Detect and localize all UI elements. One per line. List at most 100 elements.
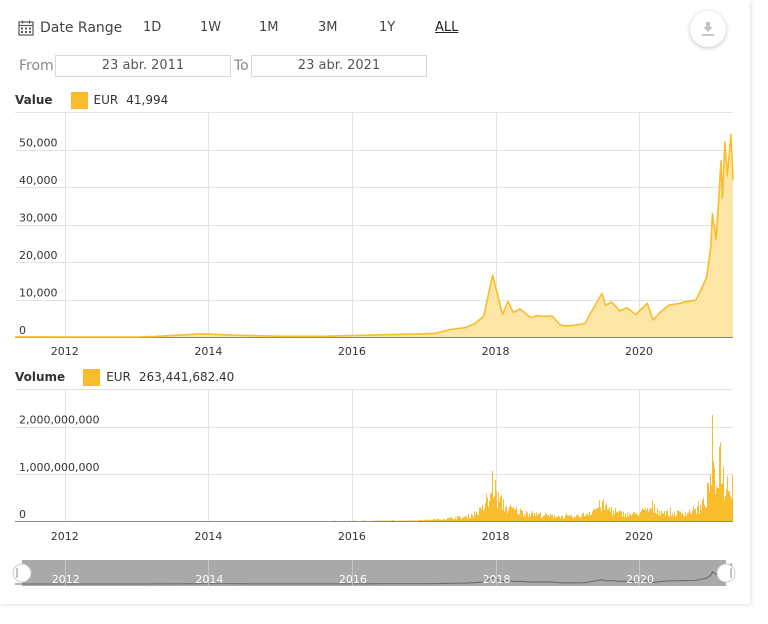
volume-y-tick-label: 1,000,000,000 [19,461,99,474]
volume-bar [639,513,640,521]
volume-bar [454,519,455,521]
volume-bar [406,520,407,521]
range-1d-button[interactable]: 1D [143,20,162,35]
volume-bar [503,499,504,521]
volume-bar [596,508,597,521]
volume-x-tick-label: 2012 [51,530,79,543]
volume-bar [551,514,552,521]
volume-bar [482,504,483,521]
volume-bar [622,516,623,521]
volume-bar [486,493,487,521]
volume-bar [574,516,575,521]
volume-bar [709,491,710,521]
volume-bar [437,518,438,521]
volume-bar [730,495,731,521]
range-1y-button[interactable]: 1Y [379,20,396,35]
volume-bar [690,513,691,521]
volume-bar [725,496,726,521]
volume-bar [576,515,577,521]
volume-bar [533,515,534,521]
volume-bar [472,515,473,521]
volume-x-tick-label: 2016 [338,530,366,543]
volume-bar [673,515,674,521]
volume-bar [469,518,470,521]
volume-y-tick-label: 0 [19,508,26,521]
volume-bar [440,519,441,521]
volume-bar [716,486,717,521]
volume-bar [444,519,445,521]
volume-bar [594,508,595,521]
volume-bar [616,512,617,521]
volume-bar [595,509,596,521]
volume-bar [492,470,493,521]
volume-bar [624,517,625,521]
volume-bar [499,501,500,521]
volume-bar [732,474,733,521]
navigator-right-handle[interactable] [716,563,736,583]
volume-bar [575,517,576,521]
volume-bar [494,496,495,521]
volume-bar [566,513,567,521]
value-chart-title: Value [15,93,53,107]
volume-bar [531,512,532,521]
volume-bar [698,501,699,521]
date-range-selector[interactable]: Date Range [18,18,122,38]
volume-bar [453,519,454,521]
volume-bar [708,482,709,521]
volume-bar [392,520,393,521]
range-1w-button[interactable]: 1W [200,20,222,35]
volume-bar [456,519,457,521]
volume-bar [497,508,498,521]
volume-bar [683,515,684,521]
download-button[interactable] [690,11,726,47]
volume-bar [619,510,620,521]
volume-bar [651,508,652,521]
volume-bar [386,520,387,521]
volume-bar [691,514,692,521]
volume-bar [599,499,600,521]
volume-bar [439,519,440,521]
volume-bar [542,517,543,521]
toolbar: Date Range 1D 1W 1M 3M 1Y ALL [0,0,750,56]
volume-x-tick-label: 2014 [194,530,222,543]
volume-bar [553,518,554,521]
volume-bar [380,520,381,521]
volume-bar [643,509,644,521]
volume-bar [655,513,656,521]
value-y-tick-label: 10,000 [19,287,58,300]
volume-bar [645,507,646,521]
volume-bar [630,514,631,521]
range-1m-button[interactable]: 1M [259,20,279,35]
navigator-left-handle[interactable] [12,563,32,583]
volume-bar [694,509,695,521]
volume-bar [710,474,711,521]
navigator-x-tick-label: 2016 [339,573,367,586]
from-date-input[interactable] [55,55,231,77]
to-date-input[interactable] [251,55,427,77]
volume-bar [633,512,634,521]
volume-bar [455,517,456,521]
volume-bar [506,505,507,521]
volume-bar [554,515,555,521]
volume-bar [419,520,420,521]
volume-legend-currency: EUR [106,370,131,384]
volume-bar [707,482,708,521]
volume-bar [577,514,578,521]
volume-bar [460,517,461,521]
volume-bar [693,506,694,521]
volume-bar [621,511,622,521]
volume-bar [724,499,725,521]
volume-bar [457,516,458,521]
volume-bar [527,512,528,521]
range-all-button[interactable]: ALL [435,20,459,35]
volume-bar [656,513,657,521]
volume-bar [657,508,658,521]
volume-bar [598,507,599,521]
volume-bar [685,511,686,521]
volume-bar [530,516,531,521]
volume-bar [483,511,484,521]
volume-bar [427,520,428,521]
volume-bar [448,517,449,521]
range-3m-button[interactable]: 3M [318,20,338,35]
volume-bar [586,514,587,521]
